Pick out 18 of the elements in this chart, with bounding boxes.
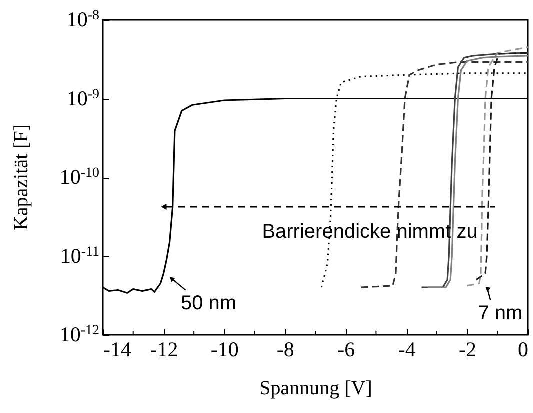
y-tick-label: 10$^{-11}$	[60, 244, 100, 268]
x-axis-title: Spannung [V]	[260, 378, 372, 400]
y-tick-label: 10$^{-8}$	[66, 8, 100, 32]
y-axis-title: Kapazität [F]	[10, 124, 32, 231]
y-tick-label: 10$^{-10}$	[60, 165, 100, 189]
x-tick-label: -14	[104, 338, 132, 362]
y-tick-label: 10$^{-9}$	[66, 86, 100, 110]
annotation: 50 nm	[180, 292, 237, 315]
x-tick-label: -6	[338, 338, 356, 362]
x-tick-label: -12	[150, 338, 178, 362]
x-tick-label: -10	[210, 338, 239, 362]
x-tick-label: -4	[398, 338, 416, 362]
x-tick-label: -8	[276, 338, 294, 362]
y-tick-label: 10$^{-12}$	[60, 322, 100, 346]
x-tick-label: 0	[518, 338, 528, 362]
line-series	[476, 52, 529, 281]
annotation: 7 nm	[478, 302, 523, 325]
x-tick-label: -2	[459, 338, 477, 362]
